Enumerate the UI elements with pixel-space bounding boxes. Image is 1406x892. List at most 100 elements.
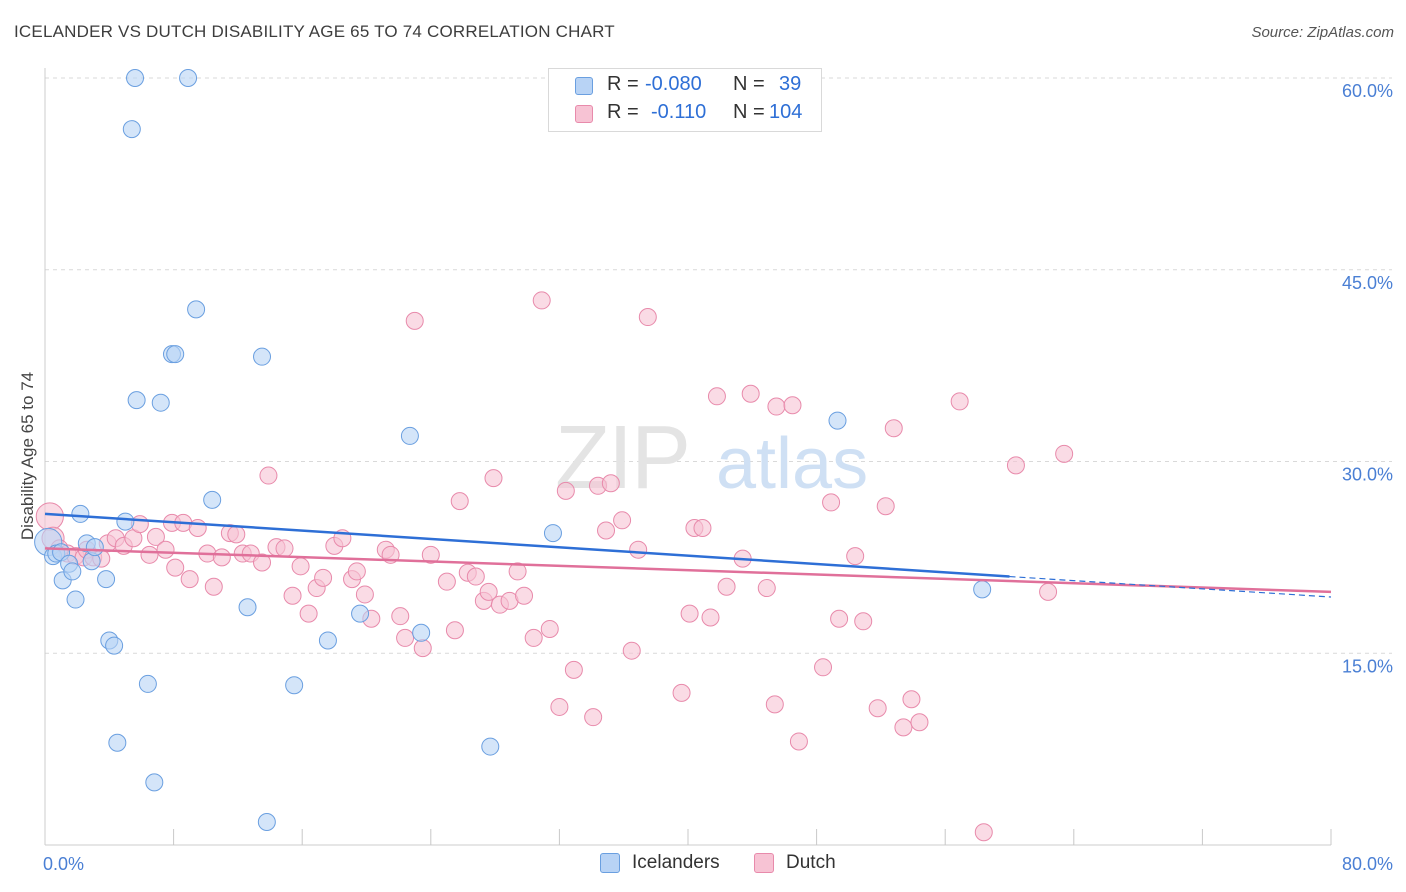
- dutch-point: [765, 695, 784, 714]
- dutch-point: [672, 683, 691, 702]
- icelander-point: [127, 391, 146, 410]
- dutch-point: [291, 557, 310, 576]
- dutch-point: [584, 708, 603, 727]
- dutch-point: [950, 392, 969, 411]
- grid-lines: [45, 77, 1392, 654]
- dutch-point: [910, 713, 929, 732]
- dutch-point: [601, 474, 620, 493]
- icelander-point: [318, 631, 337, 650]
- dutch-point: [156, 540, 175, 559]
- dutch-point: [564, 660, 583, 679]
- n-label: N =: [733, 101, 765, 123]
- dutch-point: [757, 579, 776, 598]
- dutch-point: [846, 547, 865, 566]
- r-value: -0.080: [645, 73, 702, 95]
- icelander-point: [285, 676, 304, 695]
- dutch-point: [413, 639, 432, 658]
- dutch-point: [204, 577, 223, 596]
- dutch-point: [347, 562, 366, 581]
- x-tick-label: 0.0%: [43, 854, 84, 874]
- x-tick-label: 80.0%: [1342, 854, 1393, 874]
- y-tick-label: 60.0%: [1342, 81, 1393, 101]
- icelander-point: [145, 773, 164, 792]
- watermark-zip: ZIP: [555, 408, 689, 508]
- dutch-point: [717, 577, 736, 596]
- dutch-point: [741, 384, 760, 403]
- dutch-point: [680, 604, 699, 623]
- dutch-point: [259, 466, 278, 485]
- dutch-point: [868, 699, 887, 718]
- dutch-point: [876, 497, 895, 516]
- dutch-point: [638, 308, 657, 327]
- dutch-point: [622, 641, 641, 660]
- y-axis-title: Disability Age 65 to 74: [18, 372, 37, 540]
- dutch-point: [524, 628, 543, 647]
- stats-row-dutch: R = -0.110 N = 104: [549, 101, 821, 127]
- dutch-point: [445, 621, 464, 640]
- y-tick-label: 15.0%: [1342, 656, 1393, 676]
- icelander-point: [238, 598, 257, 617]
- r-value: -0.110: [651, 101, 707, 123]
- dutch-point: [822, 493, 841, 512]
- dutch-point: [707, 387, 726, 406]
- icelanders-swatch: [600, 853, 620, 873]
- n-value: 104: [769, 101, 803, 123]
- dutch-point: [212, 548, 231, 567]
- axes: [44, 68, 1332, 846]
- dutch-point: [188, 518, 207, 537]
- dutch-point: [830, 609, 849, 628]
- dutch-trend-line: [44, 547, 1332, 594]
- dutch-point: [227, 525, 246, 544]
- dutch-point: [884, 419, 903, 438]
- dutch-point: [613, 511, 632, 530]
- y-tick-label: 30.0%: [1342, 465, 1393, 485]
- icelander-point: [973, 580, 992, 599]
- dutch-point: [629, 540, 648, 559]
- dutch-point: [789, 732, 808, 751]
- dutch-points: [35, 291, 1074, 842]
- y-tick-label: 45.0%: [1342, 273, 1393, 293]
- watermark: ZIP atlas: [555, 408, 868, 508]
- watermark-atlas: atlas: [716, 424, 868, 504]
- dutch-point: [355, 585, 374, 604]
- dutch-swatch: [575, 105, 593, 123]
- n-label: N =: [733, 73, 765, 95]
- icelander-point: [187, 300, 206, 319]
- icelander-point: [108, 733, 127, 752]
- r-label: R =: [607, 101, 639, 123]
- dutch-point: [701, 608, 720, 627]
- dutch-point: [693, 518, 712, 537]
- icelander-trend-line: [44, 512, 1010, 578]
- icelander-point: [97, 570, 116, 589]
- icelander-point: [253, 347, 272, 366]
- dutch-point: [437, 572, 456, 591]
- dutch-point: [140, 545, 159, 564]
- dutch-point: [314, 568, 333, 587]
- dutch-swatch: [754, 853, 774, 873]
- dutch-point: [767, 397, 786, 416]
- icelander-point: [71, 504, 90, 523]
- dutch-point: [391, 607, 410, 626]
- dutch-point: [283, 586, 302, 605]
- icelander-point: [122, 120, 141, 139]
- icelander-point: [116, 512, 135, 531]
- dutch-point: [556, 481, 575, 500]
- icelander-point: [203, 490, 222, 509]
- dutch-point: [146, 527, 165, 546]
- stats-row-icelanders: R = -0.080 N = 39: [549, 73, 821, 99]
- r-label: R =: [607, 73, 639, 95]
- dutch-point: [484, 469, 503, 488]
- icelander-point: [400, 426, 419, 445]
- dutch-point: [550, 697, 569, 716]
- icelander-point: [481, 737, 500, 756]
- legend-label: Dutch: [786, 852, 836, 873]
- source-label: Source: ZipAtlas.com: [1251, 24, 1394, 41]
- dutch-point: [540, 619, 559, 638]
- dutch-point: [532, 291, 551, 310]
- dutch-point: [405, 311, 424, 330]
- dutch-point: [783, 396, 802, 415]
- icelander-point: [179, 69, 198, 87]
- legend-label: Icelanders: [632, 852, 720, 873]
- dutch-point: [421, 545, 440, 564]
